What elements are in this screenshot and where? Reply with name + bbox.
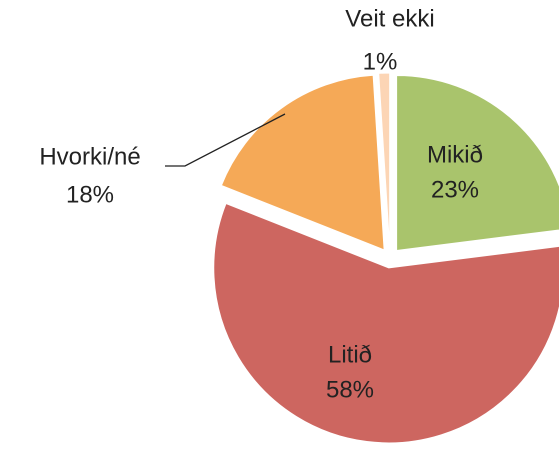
labels: Mikið 23% Litið 58% Hvorki/né 18% Veit ekki 1% <box>39 5 483 403</box>
slice-value: 18% <box>66 181 114 208</box>
slice-name: Mikið <box>427 141 483 168</box>
slice-name: Litið <box>328 341 372 368</box>
leader-line <box>165 113 286 167</box>
pie-slice <box>220 74 385 251</box>
slice-value: 23% <box>431 176 479 203</box>
slice-name: Veit ekki <box>345 5 434 32</box>
pie-slice <box>213 202 559 444</box>
slice-value: 58% <box>326 376 374 403</box>
slices <box>213 72 559 444</box>
slice-value: 1% <box>363 48 398 75</box>
pie-slice <box>396 74 559 252</box>
pie-slice <box>378 72 391 249</box>
slice-name: Hvorki/né <box>39 143 140 170</box>
